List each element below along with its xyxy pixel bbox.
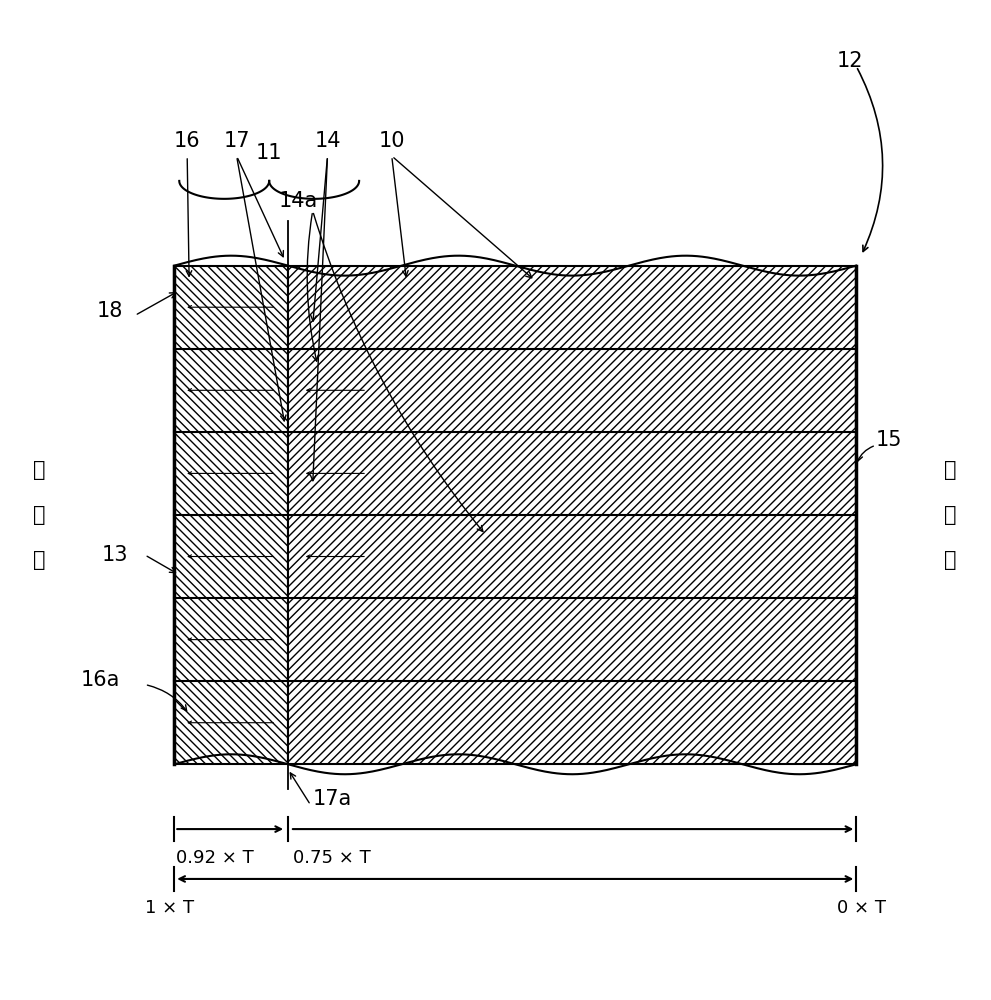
Text: 炉: 炉 (33, 460, 46, 480)
Text: 側: 側 (33, 550, 46, 570)
Text: 10: 10 (379, 131, 405, 151)
Text: 18: 18 (97, 301, 123, 321)
Text: 17a: 17a (313, 789, 352, 809)
Text: 14a: 14a (278, 191, 317, 211)
Text: 16: 16 (173, 131, 200, 151)
Text: 1 × T: 1 × T (145, 899, 194, 917)
Text: 14: 14 (314, 131, 341, 151)
Text: 側: 側 (943, 550, 956, 570)
Text: 内: 内 (943, 505, 956, 525)
Text: 13: 13 (102, 545, 128, 565)
Text: 0 × T: 0 × T (836, 899, 886, 917)
Text: 炉: 炉 (943, 460, 956, 480)
Text: 12: 12 (836, 51, 863, 71)
Bar (288, 266, 856, 764)
Bar (288, 266, 856, 764)
Text: 15: 15 (876, 430, 903, 450)
Bar (174, 266, 288, 764)
Text: 11: 11 (256, 143, 282, 163)
Bar (174, 266, 288, 764)
Text: 0.92 × T: 0.92 × T (176, 849, 254, 867)
Text: 17: 17 (223, 131, 250, 151)
Text: 外: 外 (33, 505, 46, 525)
Text: 16a: 16a (80, 670, 120, 690)
Text: 0.75 × T: 0.75 × T (293, 849, 371, 867)
